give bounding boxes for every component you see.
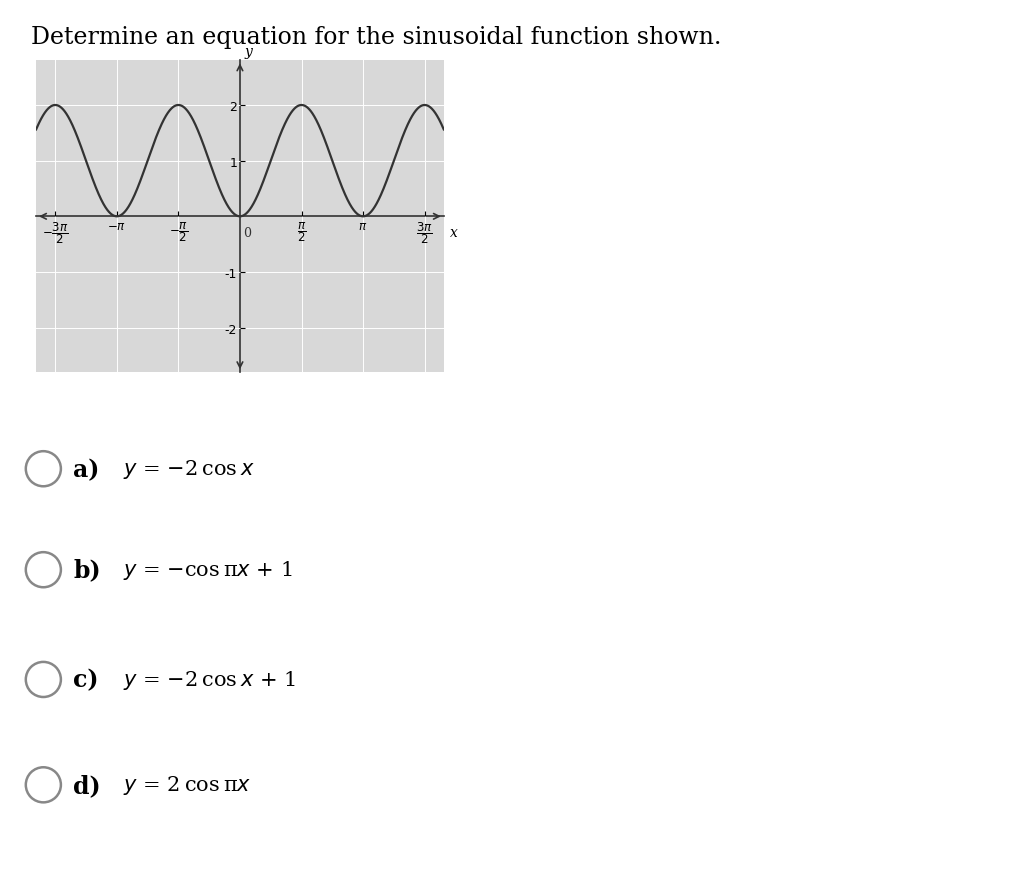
Text: 0: 0 [244, 227, 251, 240]
Text: y: y [245, 45, 253, 59]
Text: d): d) [73, 773, 101, 797]
Text: $\mathit{y}$ = 2 cos π$\mathit{x}$: $\mathit{y}$ = 2 cos π$\mathit{x}$ [123, 774, 251, 796]
Text: $\mathit{y}$ = −2 cos $\mathit{x}$: $\mathit{y}$ = −2 cos $\mathit{x}$ [123, 458, 255, 481]
Text: $\mathit{y}$ = −2 cos $\mathit{x}$ + 1: $\mathit{y}$ = −2 cos $\mathit{x}$ + 1 [123, 668, 296, 691]
Text: a): a) [73, 457, 100, 481]
Text: b): b) [73, 558, 101, 582]
Text: Determine an equation for the sinusoidal function shown.: Determine an equation for the sinusoidal… [31, 26, 721, 49]
Text: c): c) [73, 667, 99, 692]
Text: $\mathit{y}$ = −cos π$\mathit{x}$ + 1: $\mathit{y}$ = −cos π$\mathit{x}$ + 1 [123, 559, 292, 581]
Text: x: x [450, 225, 457, 239]
